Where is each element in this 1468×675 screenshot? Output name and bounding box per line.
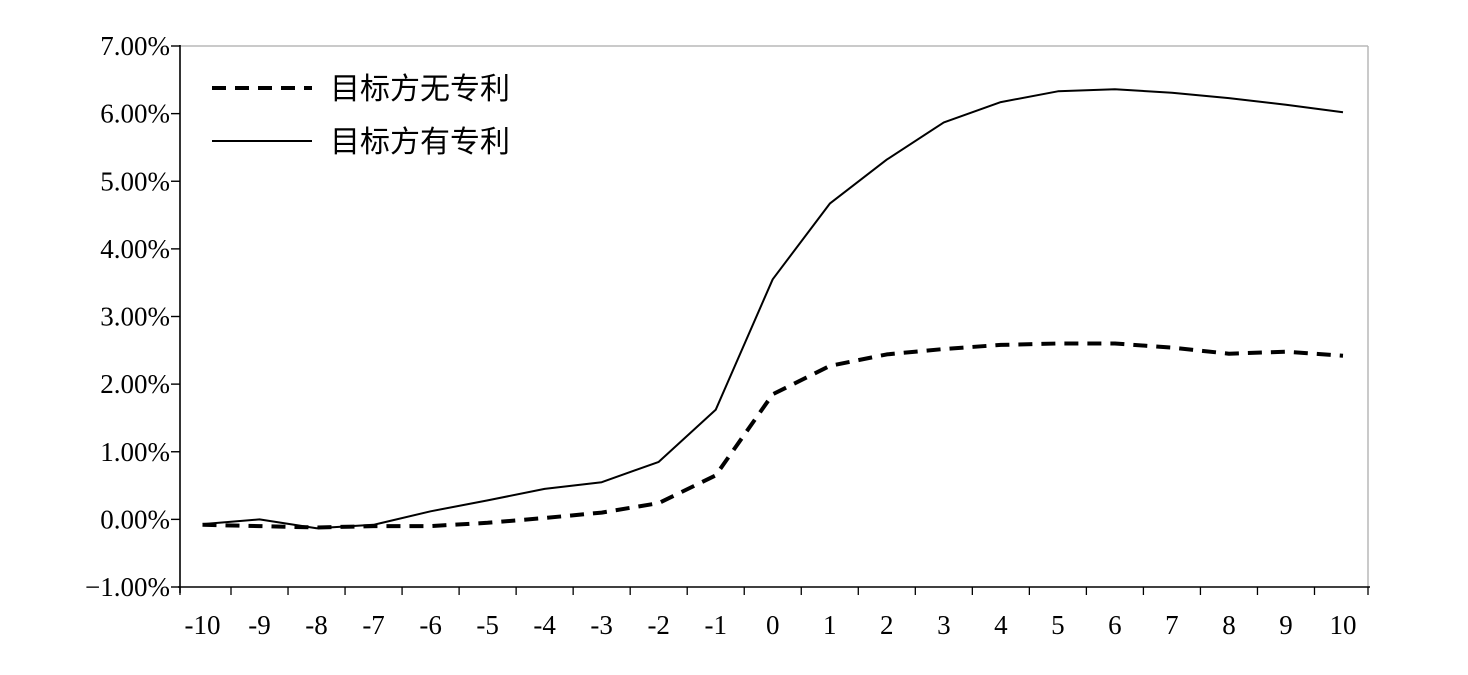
y-tick-label: −1.00% (85, 572, 170, 602)
x-tick-label: -6 (419, 610, 442, 640)
y-tick-label: 4.00% (100, 234, 170, 264)
series-solid (202, 88, 1344, 530)
x-tick-label: 5 (1051, 610, 1065, 640)
y-tick-label: 3.00% (100, 302, 170, 332)
x-tick-label: -4 (533, 610, 556, 640)
x-tick-label: 7 (1165, 610, 1179, 640)
x-tick-label: -10 (184, 610, 220, 640)
x-tick-label: 6 (1108, 610, 1122, 640)
x-tick-label: -1 (704, 610, 727, 640)
x-tick-label: 3 (937, 610, 951, 640)
series-line (202, 341, 1344, 530)
legend-entry: 目标方无专利 (330, 72, 510, 107)
x-tick-label: 10 (1330, 610, 1357, 640)
x-tick-label: -2 (647, 610, 670, 640)
x-tick-label: 0 (766, 610, 780, 640)
series-line (202, 88, 1344, 530)
legend-entry: 目标方有专利 (330, 125, 510, 160)
x-tick-label: -9 (248, 610, 271, 640)
y-tick-label: 7.00% (100, 31, 170, 61)
x-tick-label: 1 (823, 610, 837, 640)
axes (178, 45, 1370, 593)
y-tick-label: 1.00% (100, 437, 170, 467)
series-lines (202, 88, 1344, 530)
series-dashed (202, 341, 1344, 530)
x-tick-label: 8 (1222, 610, 1236, 640)
x-tick-label: 9 (1279, 610, 1293, 640)
y-tick-label: 0.00% (100, 504, 170, 534)
y-tick-label: 2.00% (100, 369, 170, 399)
x-tick-label: -5 (476, 610, 499, 640)
x-tick-label: -8 (305, 610, 328, 640)
x-tick-label: 2 (880, 610, 894, 640)
x-tick-label: -7 (362, 610, 385, 640)
x-tick-label: -3 (590, 610, 613, 640)
axis-ticks: −1.00% 0.00% 1.00% 2.00% 3.00% 4.00% 5.00% 6.00… (85, 31, 1369, 640)
y-tick-label: 5.00% (100, 166, 170, 196)
x-tick-label: 4 (994, 610, 1008, 640)
y-tick-label: 6.00% (100, 99, 170, 129)
